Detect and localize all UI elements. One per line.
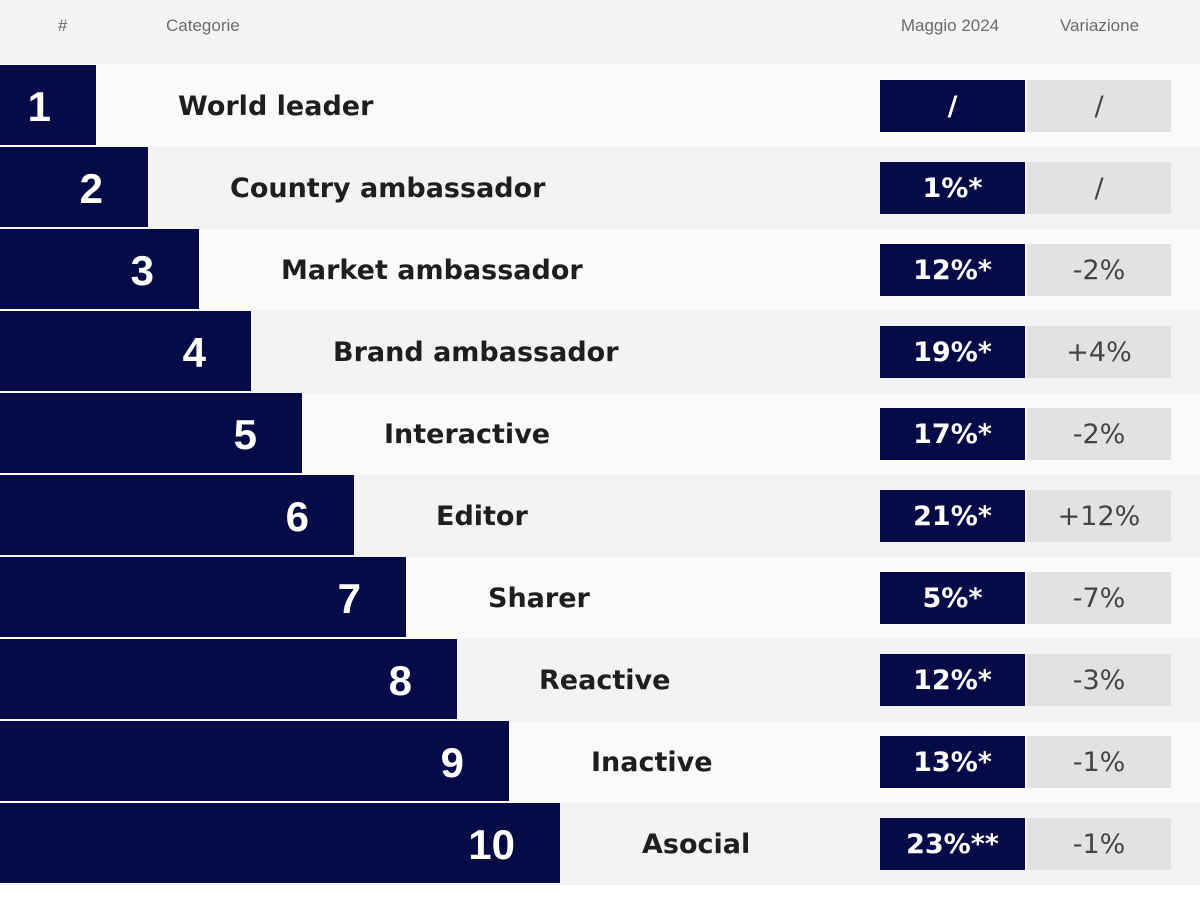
rank-bar — [0, 147, 148, 227]
variation-value: -2% — [1027, 244, 1171, 296]
variation-value: -2% — [1027, 408, 1171, 460]
month-value: 5%* — [880, 572, 1025, 624]
month-value: 13%* — [880, 736, 1025, 788]
rank-bar — [0, 639, 457, 719]
category-label: Country ambassador — [230, 173, 546, 204]
month-value: 12%* — [880, 654, 1025, 706]
table-row: 6 Editor 21%* +12% — [0, 475, 1200, 557]
rank-bar — [0, 229, 199, 309]
table-row: 10 Asocial 23%** -1% — [0, 803, 1200, 885]
variation-value: -1% — [1027, 818, 1171, 870]
rank-number: 8 — [388, 657, 412, 704]
category-label: Asocial — [642, 829, 751, 860]
rank-bar — [0, 311, 251, 391]
category-label: Market ambassador — [281, 255, 583, 286]
month-value: 19%* — [880, 326, 1025, 378]
rank-number: 9 — [440, 739, 464, 786]
table-header: # Categorie Maggio 2024 Variazione — [0, 0, 1200, 64]
rank-number: 10 — [468, 821, 515, 868]
variation-value: -1% — [1027, 736, 1171, 788]
variation-value: -7% — [1027, 572, 1171, 624]
rank-bar — [0, 475, 354, 555]
header-rank: # — [58, 16, 68, 35]
table-row: 7 Sharer 5%* -7% — [0, 557, 1200, 639]
table-row: 2 Country ambassador 1%* / — [0, 147, 1200, 229]
category-label: Reactive — [539, 665, 671, 696]
rank-bar — [0, 721, 509, 801]
rank-bar — [0, 65, 96, 145]
rank-number: 7 — [337, 575, 361, 622]
header-category: Categorie — [166, 16, 240, 35]
category-label: Sharer — [488, 583, 590, 614]
variation-value: -3% — [1027, 654, 1171, 706]
header-variation: Variazione — [1059, 16, 1140, 35]
month-value: 1%* — [880, 162, 1025, 214]
rank-bar — [0, 803, 560, 883]
table-row: 3 Market ambassador 12%* -2% — [0, 229, 1200, 311]
rank-number: 6 — [285, 493, 309, 540]
month-value: 17%* — [880, 408, 1025, 460]
rank-number: 3 — [130, 247, 154, 294]
category-label: Brand ambassador — [333, 337, 619, 368]
table-row: 5 Interactive 17%* -2% — [0, 393, 1200, 475]
category-label: World leader — [178, 91, 374, 122]
variation-value: / — [1027, 162, 1171, 214]
variation-value: / — [1027, 80, 1171, 132]
rank-number: 2 — [79, 165, 103, 212]
rank-number: 5 — [233, 411, 257, 458]
category-label: Inactive — [591, 747, 713, 778]
rank-bar — [0, 557, 406, 637]
rank-bar — [0, 393, 302, 473]
table-row: 8 Reactive 12%* -3% — [0, 639, 1200, 721]
variation-value: +4% — [1027, 326, 1171, 378]
table-row: 9 Inactive 13%* -1% — [0, 721, 1200, 803]
month-value: / — [880, 80, 1025, 132]
month-value: 21%* — [880, 490, 1025, 542]
category-label: Interactive — [384, 419, 551, 450]
month-value: 23%** — [880, 818, 1025, 870]
variation-value: +12% — [1027, 490, 1171, 542]
table-row: 4 Brand ambassador 19%* +4% — [0, 311, 1200, 393]
rank-number: 1 — [27, 83, 51, 130]
table-row: 1 World leader / / — [0, 65, 1200, 147]
category-label: Editor — [436, 501, 528, 532]
month-value: 12%* — [880, 244, 1025, 296]
rank-number: 4 — [182, 329, 206, 376]
header-month: Maggio 2024 — [900, 16, 1000, 35]
